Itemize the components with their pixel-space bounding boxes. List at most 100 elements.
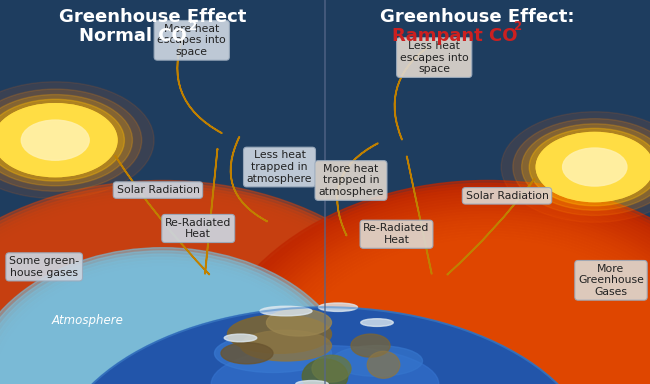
Circle shape bbox=[0, 104, 117, 177]
Circle shape bbox=[521, 124, 650, 210]
Circle shape bbox=[0, 82, 154, 199]
Ellipse shape bbox=[224, 197, 650, 384]
Ellipse shape bbox=[220, 194, 650, 384]
FancyArrowPatch shape bbox=[337, 143, 378, 235]
Ellipse shape bbox=[205, 183, 650, 384]
Ellipse shape bbox=[232, 203, 650, 384]
Ellipse shape bbox=[40, 301, 285, 384]
Text: Solar Radiation: Solar Radiation bbox=[465, 191, 549, 201]
Text: Re-Radiated
Heat: Re-Radiated Heat bbox=[165, 218, 231, 239]
Circle shape bbox=[0, 89, 142, 191]
Ellipse shape bbox=[214, 334, 332, 372]
Ellipse shape bbox=[332, 346, 422, 376]
Ellipse shape bbox=[247, 214, 650, 384]
Text: More heat
trapped in
atmosphere: More heat trapped in atmosphere bbox=[318, 164, 384, 197]
Circle shape bbox=[0, 99, 124, 181]
Ellipse shape bbox=[202, 180, 650, 384]
Ellipse shape bbox=[312, 355, 351, 382]
Ellipse shape bbox=[6, 276, 319, 384]
Ellipse shape bbox=[251, 217, 650, 384]
Ellipse shape bbox=[0, 239, 369, 384]
Ellipse shape bbox=[0, 248, 358, 384]
Ellipse shape bbox=[278, 237, 650, 384]
Ellipse shape bbox=[0, 222, 391, 384]
FancyArrowPatch shape bbox=[231, 137, 267, 222]
Ellipse shape bbox=[0, 225, 388, 384]
Ellipse shape bbox=[367, 351, 400, 378]
FancyArrowPatch shape bbox=[205, 149, 218, 274]
FancyArrowPatch shape bbox=[407, 156, 432, 274]
Ellipse shape bbox=[227, 315, 332, 353]
Ellipse shape bbox=[2, 273, 323, 384]
Text: 2: 2 bbox=[188, 20, 196, 33]
Text: Some green-
house gases: Some green- house gases bbox=[9, 256, 79, 278]
Ellipse shape bbox=[0, 231, 380, 384]
Text: Less heat
trapped in
atmosphere: Less heat trapped in atmosphere bbox=[247, 151, 312, 184]
Circle shape bbox=[536, 132, 650, 202]
Ellipse shape bbox=[27, 292, 298, 384]
Text: Greenhouse Effect:: Greenhouse Effect: bbox=[380, 8, 575, 26]
Ellipse shape bbox=[0, 209, 411, 384]
Ellipse shape bbox=[211, 346, 439, 384]
Ellipse shape bbox=[318, 303, 358, 311]
Ellipse shape bbox=[255, 220, 650, 384]
Ellipse shape bbox=[0, 194, 430, 384]
Ellipse shape bbox=[0, 214, 403, 384]
Ellipse shape bbox=[0, 180, 448, 384]
Ellipse shape bbox=[0, 254, 349, 384]
Ellipse shape bbox=[32, 295, 293, 384]
FancyArrowPatch shape bbox=[395, 48, 427, 139]
Circle shape bbox=[513, 119, 650, 215]
FancyArrowPatch shape bbox=[115, 156, 209, 275]
Circle shape bbox=[529, 128, 650, 206]
Ellipse shape bbox=[0, 197, 426, 384]
Ellipse shape bbox=[213, 189, 650, 384]
Text: Rampant CO: Rampant CO bbox=[392, 27, 518, 45]
Ellipse shape bbox=[221, 343, 273, 364]
Ellipse shape bbox=[270, 231, 650, 384]
Ellipse shape bbox=[0, 192, 434, 384]
Circle shape bbox=[0, 104, 117, 177]
Ellipse shape bbox=[216, 192, 650, 384]
Ellipse shape bbox=[10, 279, 315, 384]
Text: Greenhouse Effect: Greenhouse Effect bbox=[59, 8, 246, 26]
Ellipse shape bbox=[240, 330, 332, 361]
Circle shape bbox=[501, 112, 650, 222]
Ellipse shape bbox=[0, 237, 372, 384]
Ellipse shape bbox=[14, 282, 311, 384]
Ellipse shape bbox=[266, 309, 332, 336]
Ellipse shape bbox=[262, 225, 650, 384]
Ellipse shape bbox=[224, 334, 257, 342]
Ellipse shape bbox=[0, 200, 422, 384]
Ellipse shape bbox=[36, 298, 289, 384]
Ellipse shape bbox=[243, 211, 650, 384]
Ellipse shape bbox=[0, 206, 415, 384]
Ellipse shape bbox=[0, 186, 441, 384]
Ellipse shape bbox=[302, 359, 348, 384]
Ellipse shape bbox=[0, 183, 445, 384]
Circle shape bbox=[21, 120, 89, 160]
Text: Solar Radiation: Solar Radiation bbox=[116, 185, 200, 195]
Ellipse shape bbox=[0, 266, 332, 384]
Ellipse shape bbox=[0, 217, 399, 384]
Text: More heat
escapes into
space: More heat escapes into space bbox=[157, 24, 226, 57]
Text: 2: 2 bbox=[514, 20, 521, 33]
Ellipse shape bbox=[259, 222, 650, 384]
Ellipse shape bbox=[0, 251, 353, 384]
Ellipse shape bbox=[351, 334, 390, 357]
Text: Normal CO: Normal CO bbox=[79, 27, 187, 45]
Ellipse shape bbox=[281, 239, 650, 384]
Ellipse shape bbox=[266, 228, 650, 384]
Ellipse shape bbox=[0, 257, 344, 384]
Ellipse shape bbox=[235, 206, 650, 384]
FancyArrowPatch shape bbox=[177, 33, 222, 133]
Ellipse shape bbox=[285, 242, 650, 384]
Circle shape bbox=[0, 94, 133, 186]
Ellipse shape bbox=[0, 189, 437, 384]
Ellipse shape bbox=[0, 234, 376, 384]
Ellipse shape bbox=[0, 220, 395, 384]
Ellipse shape bbox=[274, 234, 650, 384]
Ellipse shape bbox=[296, 381, 328, 384]
Ellipse shape bbox=[209, 186, 650, 384]
FancyArrowPatch shape bbox=[447, 179, 535, 275]
